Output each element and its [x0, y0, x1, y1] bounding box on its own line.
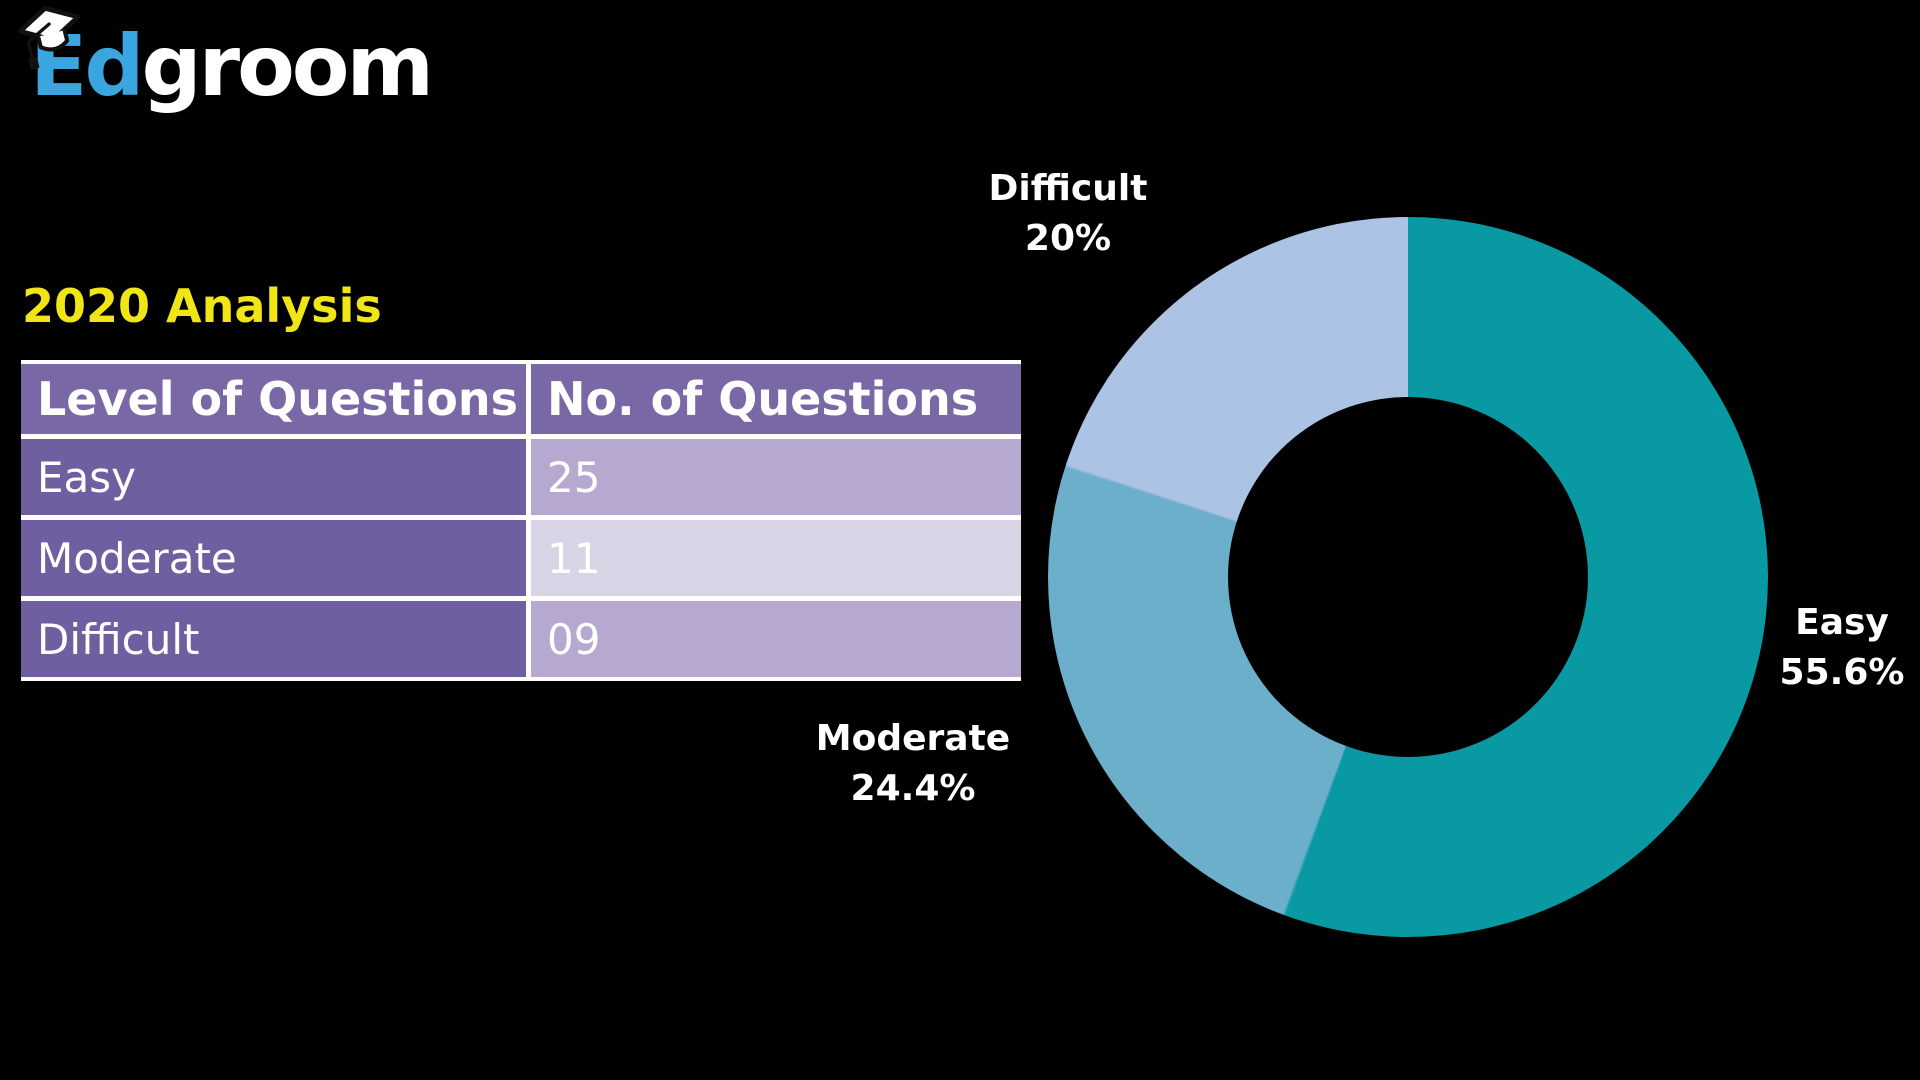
logo-text-groom: groom	[141, 17, 434, 115]
table-header-count: No. of Questions	[531, 364, 1021, 434]
table-row-moderate-count: 11	[531, 520, 1021, 596]
chart-label-easy: Easy 55.6%	[1752, 598, 1920, 698]
table-row-easy-level: Easy	[21, 439, 526, 515]
analysis-table: Level of Questions No. of Questions Easy…	[21, 360, 1021, 681]
table-header-level: Level of Questions	[21, 364, 526, 434]
table-row-moderate-level: Moderate	[21, 520, 526, 596]
chart-label-difficult-value: 20%	[1024, 218, 1112, 259]
chart-label-moderate: Moderate 24.4%	[783, 714, 1043, 814]
donut-hole	[1228, 397, 1588, 757]
table-row-easy-count: 25	[531, 439, 1021, 515]
chart-label-easy-value: 55.6%	[1779, 652, 1905, 693]
chart-label-moderate-value: 24.4%	[850, 768, 976, 809]
table-row-difficult-count: 09	[531, 601, 1021, 677]
table-row-difficult-level: Difficult	[21, 601, 526, 677]
chart-label-easy-name: Easy	[1795, 602, 1889, 643]
donut-chart	[1048, 217, 1768, 937]
logo-text: Edgroom	[30, 16, 434, 116]
page-title: 2020 Analysis	[22, 279, 382, 333]
graduation-cap-icon	[17, 5, 81, 70]
chart-label-moderate-name: Moderate	[815, 718, 1011, 759]
chart-label-difficult-name: Difficult	[988, 168, 1148, 209]
chart-label-difficult: Difficult 20%	[938, 164, 1198, 264]
